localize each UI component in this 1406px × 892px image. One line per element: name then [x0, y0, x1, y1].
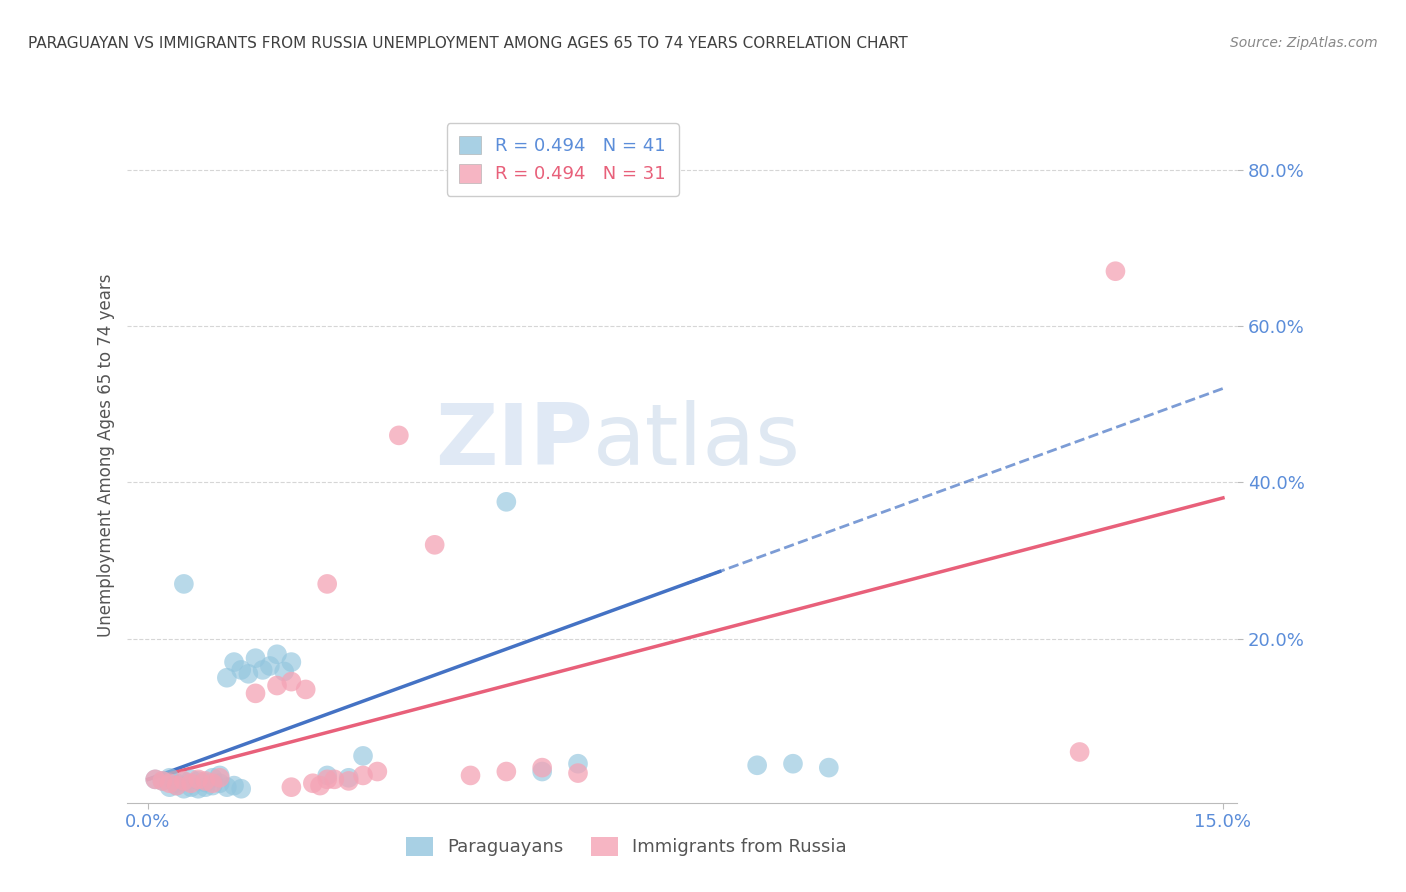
Point [166, 776, 188, 790]
Point [259, 659, 281, 673]
Point [309, 779, 332, 793]
Point [215, 780, 238, 794]
Point [143, 772, 166, 787]
Point [238, 666, 260, 681]
Point [222, 779, 245, 793]
Point [495, 495, 517, 509]
Point [266, 679, 288, 693]
Point [280, 780, 302, 794]
Point [316, 577, 339, 591]
Point [495, 764, 517, 779]
Point [187, 781, 209, 796]
Point [567, 756, 589, 771]
Y-axis label: Unemployment Among Ages 65 to 74 years: Unemployment Among Ages 65 to 74 years [97, 273, 115, 637]
Text: PARAGUAYAN VS IMMIGRANTS FROM RUSSIA UNEMPLOYMENT AMONG AGES 65 TO 74 YEARS CORR: PARAGUAYAN VS IMMIGRANTS FROM RUSSIA UNE… [28, 36, 908, 51]
Point [294, 682, 316, 697]
Point [150, 773, 173, 788]
Point [180, 772, 202, 787]
Point [201, 771, 224, 785]
Point [143, 772, 166, 787]
Point [187, 773, 209, 788]
Legend: Paraguayans, Immigrants from Russia: Paraguayans, Immigrants from Russia [406, 837, 846, 856]
Point [194, 775, 217, 789]
Point [1104, 264, 1126, 278]
Point [194, 773, 217, 788]
Point [352, 748, 374, 763]
Text: ZIP: ZIP [436, 400, 593, 483]
Point [266, 647, 288, 661]
Text: atlas: atlas [593, 400, 801, 483]
Point [173, 781, 195, 796]
Point [273, 665, 295, 679]
Point [352, 768, 374, 782]
Point [1069, 745, 1091, 759]
Point [208, 771, 231, 785]
Point [366, 764, 388, 779]
Point [423, 538, 446, 552]
Point [460, 768, 482, 782]
Point [280, 655, 302, 669]
Point [782, 756, 804, 771]
Point [302, 776, 325, 790]
Point [337, 773, 360, 788]
Point [817, 761, 839, 775]
Point [388, 428, 411, 442]
Point [208, 768, 231, 782]
Point [252, 663, 274, 677]
Point [531, 764, 554, 779]
Point [201, 776, 224, 790]
Point [173, 773, 195, 788]
Point [166, 779, 188, 793]
Point [187, 772, 209, 787]
Point [337, 771, 360, 785]
Point [150, 773, 173, 788]
Point [215, 671, 238, 685]
Point [231, 781, 253, 796]
Point [567, 766, 589, 780]
Point [201, 779, 224, 793]
Point [166, 779, 188, 793]
Point [180, 776, 202, 790]
Point [173, 774, 195, 789]
Point [159, 776, 181, 790]
Point [159, 771, 181, 785]
Point [316, 772, 339, 787]
Point [245, 686, 267, 700]
Point [323, 772, 346, 787]
Point [180, 780, 202, 794]
Point [231, 663, 253, 677]
Point [316, 768, 339, 782]
Point [208, 776, 231, 790]
Text: Source: ZipAtlas.com: Source: ZipAtlas.com [1230, 36, 1378, 50]
Point [747, 758, 769, 772]
Point [194, 780, 217, 794]
Point [159, 780, 181, 794]
Point [245, 651, 267, 665]
Point [280, 674, 302, 689]
Point [222, 655, 245, 669]
Point [531, 761, 554, 775]
Point [173, 577, 195, 591]
